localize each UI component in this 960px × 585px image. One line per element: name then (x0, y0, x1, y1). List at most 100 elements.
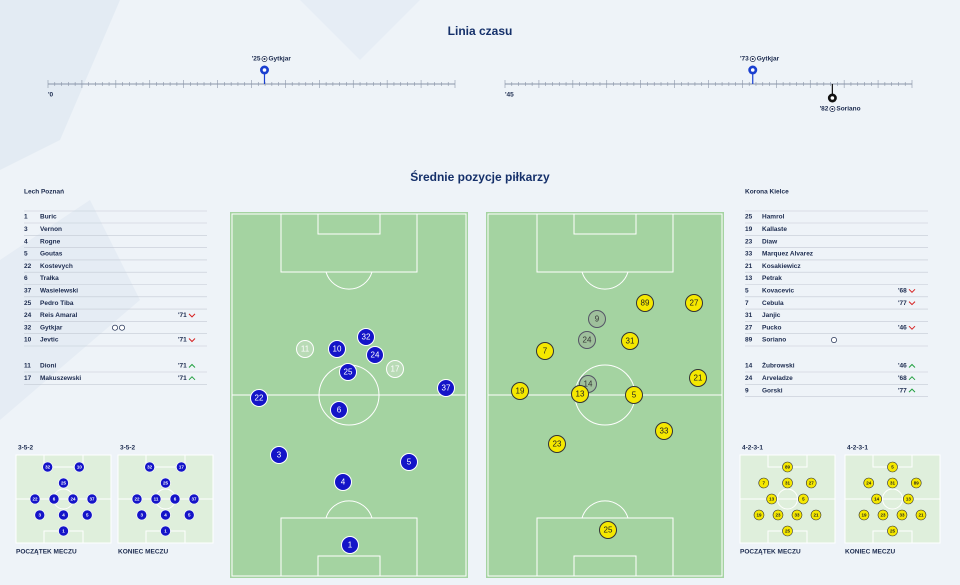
player-name: Gorski (762, 387, 783, 394)
player-marker-number: 4 (341, 478, 346, 487)
player-number: 25 (745, 214, 753, 221)
sub-arrow (188, 363, 196, 368)
mini-player (74, 461, 85, 473)
mini-player (67, 493, 79, 505)
player-marker-number: 32 (362, 333, 371, 342)
player-marker-number: 24 (583, 336, 592, 345)
sub-minute: '77 (898, 387, 907, 394)
goal-icon (119, 324, 125, 331)
player-number: 33 (745, 251, 753, 258)
player-number: 1 (24, 214, 28, 221)
pitch-line (581, 500, 629, 519)
player-marker (328, 340, 346, 358)
pitch-line (145, 454, 186, 468)
mini-player (798, 493, 809, 505)
mini-player-number: 5 (86, 512, 89, 517)
player-marker-number: 25 (344, 368, 353, 377)
pitch-line (317, 555, 381, 577)
player-marker-number: 27 (690, 299, 699, 308)
mini-player (877, 509, 889, 521)
player-name: Soriano (762, 337, 786, 344)
mini-player (29, 493, 41, 505)
decoration (300, 0, 420, 60)
decoration (0, 200, 140, 420)
sub-minute: '68 (898, 375, 907, 382)
player-name: Kovacevic (762, 288, 795, 295)
player-name: Pucko (762, 324, 782, 331)
player-name: Trałka (40, 275, 59, 282)
player-marker-number: 14 (584, 380, 593, 389)
pitch-line (325, 271, 373, 290)
mini-player (160, 525, 171, 537)
player-marker-number: 9 (595, 315, 600, 324)
player-marker (689, 369, 707, 387)
sub-minute: '71 (178, 363, 187, 370)
event-player: Gytkjar (268, 56, 291, 63)
sub-arrow (188, 376, 196, 381)
player-name: Vernon (40, 226, 62, 233)
mini-player (48, 493, 60, 505)
event-player: Gytkjar (757, 56, 780, 63)
player-number: 5 (745, 288, 749, 295)
mini-player (758, 477, 770, 489)
mini-player (58, 477, 69, 489)
sub-arrow (188, 338, 196, 343)
mini-player (863, 477, 875, 489)
player-marker (636, 294, 654, 312)
mini-player (903, 493, 914, 505)
player-number: 10 (24, 337, 32, 344)
sub-minute: '46 (898, 363, 907, 370)
player-name: Hamrol (762, 214, 785, 221)
mini-player-number: 13 (769, 496, 775, 501)
sub-arrow (908, 388, 916, 393)
event-minute: '25 (252, 56, 261, 63)
mini-player (81, 509, 93, 521)
sub-arrow (908, 376, 916, 381)
player-name: Reis Amaral (40, 312, 78, 319)
player-number: 7 (745, 300, 749, 307)
player-marker (588, 310, 606, 328)
mini-player-number: 7 (762, 480, 765, 485)
mini-player (150, 493, 162, 505)
player-number: 3 (24, 226, 28, 233)
player-number: 17 (24, 375, 32, 382)
player-name: Gytkjar (40, 324, 63, 331)
mini-player-number: 25 (785, 528, 791, 533)
player-marker (625, 386, 643, 404)
event-pin-dot (750, 68, 755, 72)
pitch-line (581, 271, 629, 290)
formation-caption: POCZĄTEK MECZU (740, 549, 801, 556)
player-number: 5 (24, 251, 28, 258)
player-marker-number: 5 (407, 458, 412, 467)
player-marker-number: 25 (604, 526, 613, 535)
mini-player-number: 89 (914, 480, 920, 485)
formation-name: 4-2-3-1 (742, 445, 763, 452)
player-number: 21 (745, 263, 753, 270)
mini-player (42, 461, 53, 473)
mini-player-number: 33 (899, 512, 905, 517)
ball-icon-dot (831, 107, 834, 111)
player-name: Pedro Tiba (40, 300, 74, 307)
player-marker-number: 19 (516, 387, 525, 396)
player-name: Goutas (40, 251, 63, 258)
mini-player (86, 493, 98, 505)
pitch-line (317, 213, 381, 235)
mini-player (766, 493, 777, 505)
mini-player-number: 32 (147, 464, 153, 469)
player-marker (548, 435, 566, 453)
player-name: Dioni (40, 363, 56, 370)
mini-player-number: 37 (89, 496, 95, 501)
player-name: Kostevych (40, 263, 73, 270)
player-marker (330, 401, 348, 419)
formation-name: 3-5-2 (18, 445, 34, 452)
player-number: 27 (745, 324, 753, 331)
player-marker-number: 37 (442, 384, 451, 393)
player-marker (437, 379, 455, 397)
player-marker-number: 7 (543, 347, 548, 356)
mini-player-number: 13 (906, 496, 912, 501)
formation-name: 3-5-2 (120, 445, 136, 452)
player-marker (655, 422, 673, 440)
player-number: 89 (745, 337, 753, 344)
mini-player (782, 525, 793, 537)
mini-player-number: 6 (53, 496, 56, 501)
